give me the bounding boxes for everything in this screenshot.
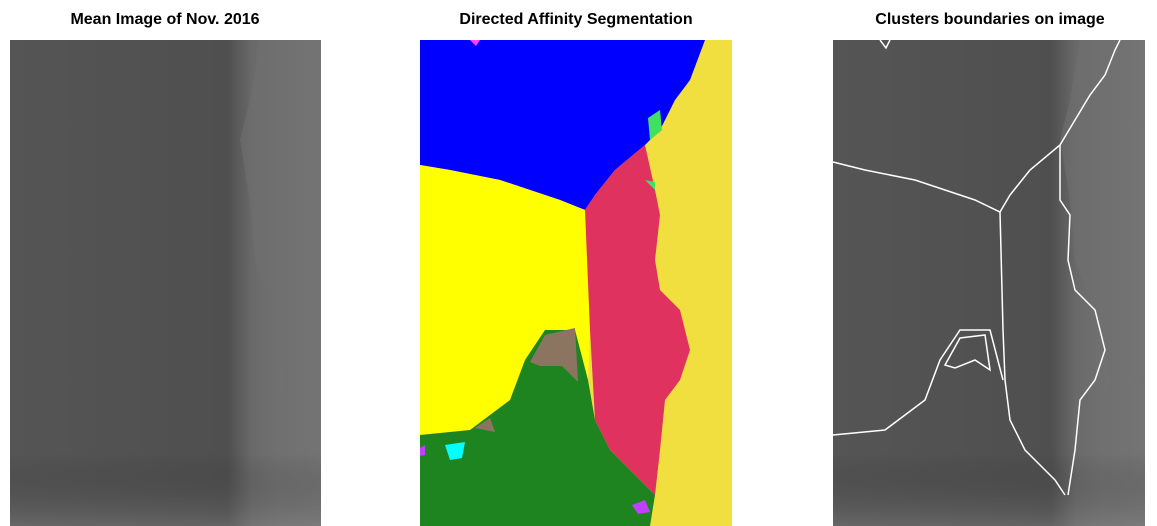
panel-title: Mean Image of Nov. 2016 bbox=[70, 11, 259, 28]
panel-title: Clusters boundaries on image bbox=[875, 11, 1104, 28]
boundary-image bbox=[832, 39, 1145, 526]
segmentation-map bbox=[420, 40, 732, 526]
panel-title: Directed Affinity Segmentation bbox=[459, 11, 692, 28]
mean-image bbox=[10, 40, 321, 526]
